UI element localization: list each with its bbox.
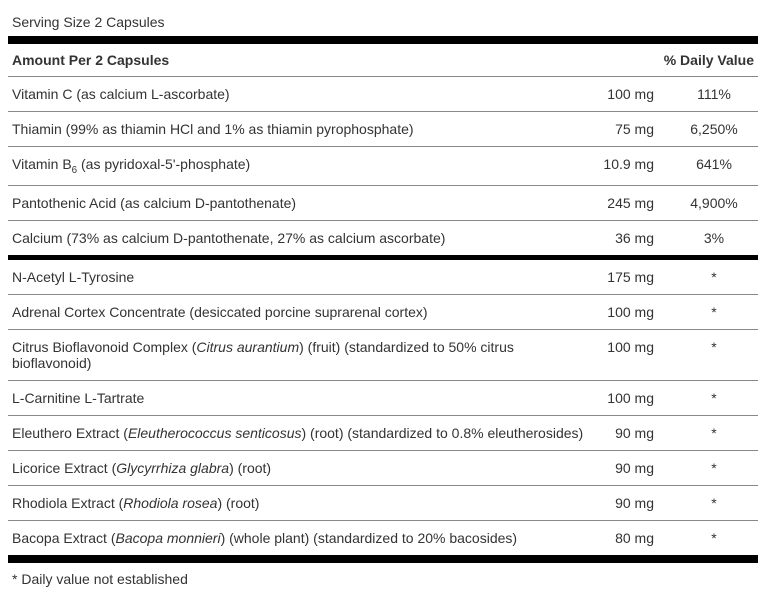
ingredient-row: Calcium (73% as calcium D-pantothenate, … bbox=[8, 221, 758, 255]
ingredient-row: Rhodiola Extract (Rhodiola rosea) (root)… bbox=[8, 486, 758, 520]
ingredient-name: Vitamin C (as calcium L-ascorbate) bbox=[12, 86, 594, 102]
ingredient-dv: 641% bbox=[674, 156, 754, 172]
ingredient-amount: 90 mg bbox=[594, 460, 674, 476]
ingredient-row: Bacopa Extract (Bacopa monnieri) (whole … bbox=[8, 521, 758, 555]
ingredient-dv: 6,250% bbox=[674, 121, 754, 137]
ingredient-dv: * bbox=[674, 390, 754, 406]
ingredient-name: Rhodiola Extract (Rhodiola rosea) (root) bbox=[12, 495, 594, 511]
ingredient-amount: 36 mg bbox=[594, 230, 674, 246]
ingredient-dv: * bbox=[674, 269, 754, 285]
column-header: Amount Per 2 Capsules % Daily Value bbox=[8, 44, 758, 76]
ingredient-amount: 175 mg bbox=[594, 269, 674, 285]
ingredient-name: Adrenal Cortex Concentrate (desiccated p… bbox=[12, 304, 594, 320]
ingredient-dv: 4,900% bbox=[674, 195, 754, 211]
footnote: * Daily value not established bbox=[8, 563, 758, 591]
ingredient-row: Adrenal Cortex Concentrate (desiccated p… bbox=[8, 295, 758, 329]
ingredient-row: L-Carnitine L-Tartrate100 mg* bbox=[8, 381, 758, 415]
ingredient-amount: 100 mg bbox=[594, 304, 674, 320]
ingredient-dv: * bbox=[674, 425, 754, 441]
ingredient-row: Vitamin B6 (as pyridoxal-5'-phosphate)10… bbox=[8, 147, 758, 185]
serving-size: Serving Size 2 Capsules bbox=[8, 8, 758, 36]
ingredient-dv: * bbox=[674, 530, 754, 546]
header-dv: % Daily Value bbox=[664, 52, 754, 68]
ingredient-name: Eleuthero Extract (Eleutherococcus senti… bbox=[12, 425, 594, 441]
ingredient-name: Pantothenic Acid (as calcium D-pantothen… bbox=[12, 195, 594, 211]
ingredient-amount: 100 mg bbox=[594, 390, 674, 406]
ingredient-dv: 111% bbox=[674, 86, 754, 102]
rule-thick-bottom bbox=[8, 555, 758, 563]
rule-thick-top bbox=[8, 36, 758, 44]
ingredient-amount: 80 mg bbox=[594, 530, 674, 546]
ingredient-amount: 100 mg bbox=[594, 339, 674, 355]
ingredient-row: N-Acetyl L-Tyrosine175 mg* bbox=[8, 260, 758, 294]
header-amount: Amount Per 2 Capsules bbox=[12, 52, 169, 68]
ingredient-name: L-Carnitine L-Tartrate bbox=[12, 390, 594, 406]
ingredient-dv: * bbox=[674, 460, 754, 476]
ingredient-name: N-Acetyl L-Tyrosine bbox=[12, 269, 594, 285]
ingredient-row: Citrus Bioflavonoid Complex (Citrus aura… bbox=[8, 330, 758, 380]
ingredient-name: Citrus Bioflavonoid Complex (Citrus aura… bbox=[12, 339, 594, 371]
supplement-facts-panel: Serving Size 2 Capsules Amount Per 2 Cap… bbox=[8, 8, 758, 591]
ingredient-name: Vitamin B6 (as pyridoxal-5'-phosphate) bbox=[12, 156, 594, 176]
ingredient-dv: 3% bbox=[674, 230, 754, 246]
ingredient-row: Pantothenic Acid (as calcium D-pantothen… bbox=[8, 186, 758, 220]
ingredient-name: Calcium (73% as calcium D-pantothenate, … bbox=[12, 230, 594, 246]
ingredient-row: Licorice Extract (Glycyrrhiza glabra) (r… bbox=[8, 451, 758, 485]
ingredient-row: Thiamin (99% as thiamin HCl and 1% as th… bbox=[8, 112, 758, 146]
ingredient-amount: 100 mg bbox=[594, 86, 674, 102]
ingredient-amount: 90 mg bbox=[594, 495, 674, 511]
ingredient-amount: 90 mg bbox=[594, 425, 674, 441]
ingredient-row: Eleuthero Extract (Eleutherococcus senti… bbox=[8, 416, 758, 450]
ingredient-amount: 75 mg bbox=[594, 121, 674, 137]
ingredient-amount: 10.9 mg bbox=[594, 156, 674, 172]
ingredient-name: Bacopa Extract (Bacopa monnieri) (whole … bbox=[12, 530, 594, 546]
ingredient-name: Licorice Extract (Glycyrrhiza glabra) (r… bbox=[12, 460, 594, 476]
ingredient-dv: * bbox=[674, 495, 754, 511]
ingredient-amount: 245 mg bbox=[594, 195, 674, 211]
herbals-group: N-Acetyl L-Tyrosine175 mg*Adrenal Cortex… bbox=[8, 260, 758, 555]
vitamins-group: Vitamin C (as calcium L-ascorbate)100 mg… bbox=[8, 77, 758, 255]
ingredient-row: Vitamin C (as calcium L-ascorbate)100 mg… bbox=[8, 77, 758, 111]
ingredient-dv: * bbox=[674, 339, 754, 355]
ingredient-dv: * bbox=[674, 304, 754, 320]
ingredient-name: Thiamin (99% as thiamin HCl and 1% as th… bbox=[12, 121, 594, 137]
